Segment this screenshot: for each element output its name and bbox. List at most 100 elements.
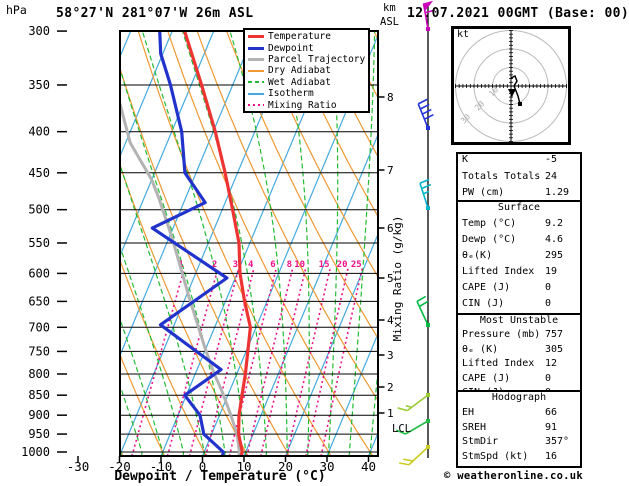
pressure-tick-label: 300 bbox=[28, 24, 50, 38]
temperature-line bbox=[183, 31, 252, 456]
wind-barb bbox=[417, 98, 434, 130]
index-row: K -5 bbox=[458, 154, 580, 171]
legend-item-label: Parcel Trajectory bbox=[268, 53, 366, 65]
index-row: CAPE (J) 0 bbox=[458, 373, 580, 387]
hodograph-box bbox=[451, 26, 571, 145]
legend-item-label: Isotherm bbox=[268, 88, 314, 100]
hodograph-unit-label: kt bbox=[457, 29, 470, 40]
pressure-tick-label: 750 bbox=[28, 344, 50, 358]
index-row: Temp (°C) 9.2 bbox=[458, 218, 580, 234]
index-label: CIN (J) bbox=[462, 298, 505, 309]
temp-tick-label: 10 bbox=[236, 459, 251, 474]
legend-item-label: Mixing Ratio bbox=[268, 99, 337, 111]
temp-tick-label: -10 bbox=[150, 459, 173, 474]
pressure-tick-label: 650 bbox=[28, 294, 50, 308]
mixing-ratio-axis-label: Mixing Ratio (g/kg) bbox=[391, 215, 404, 342]
pressure-tick-label: 450 bbox=[28, 166, 50, 180]
temp-tick-label: 0 bbox=[199, 459, 207, 474]
mixing-ratio-value-label: 3 bbox=[233, 260, 238, 270]
pressure-tick-label: 700 bbox=[28, 320, 50, 334]
index-label: Lifted Index bbox=[462, 358, 535, 370]
profiles bbox=[120, 31, 252, 456]
km-tick-label: 3 bbox=[387, 349, 394, 362]
mixing-ratio-value-label: 2 bbox=[212, 260, 217, 270]
index-label: StmSpd (kt) bbox=[462, 451, 529, 463]
index-value: 295 bbox=[545, 250, 564, 261]
legend-line-sample bbox=[248, 57, 264, 61]
temp-tick-label: 40 bbox=[361, 459, 376, 474]
index-label: θₑ (K) bbox=[462, 343, 499, 355]
legend-item-label: Temperature bbox=[268, 31, 331, 43]
wind-barb bbox=[397, 393, 430, 412]
index-row: θₑ (K) 305 bbox=[458, 344, 580, 358]
pressure-tick-label: 1000 bbox=[21, 445, 50, 459]
index-value: 19 bbox=[545, 266, 558, 277]
mixing-ratio-value-label: 15 bbox=[319, 260, 330, 270]
index-value: 9.2 bbox=[545, 218, 564, 229]
temp-tick-label: -30 bbox=[67, 459, 90, 474]
mixing-ratio-value-label: 4 bbox=[248, 260, 254, 270]
legend-item: Mixing Ratio bbox=[248, 99, 368, 111]
storm-motion-arrow bbox=[508, 89, 516, 97]
index-row: StmSpd (kt) 16 bbox=[458, 451, 580, 466]
legend-item: Temperature bbox=[248, 31, 368, 42]
dewpoint-line bbox=[150, 31, 229, 456]
km-tick-label: 2 bbox=[387, 381, 394, 394]
pressure-tick-label: 800 bbox=[28, 367, 50, 381]
mixing-ratio-value-label: 20 bbox=[337, 260, 348, 270]
mixing-ratio-value-label: 6 bbox=[270, 260, 275, 270]
wind-barb bbox=[416, 295, 430, 327]
legend-item: Dry Adiabat bbox=[248, 65, 368, 76]
legend-item-label: Dewpoint bbox=[268, 42, 314, 54]
legend-line-sample bbox=[248, 81, 264, 84]
index-label: Lifted Index bbox=[462, 266, 535, 277]
km-tick-label: 8 bbox=[387, 91, 394, 104]
index-label: K bbox=[462, 154, 469, 165]
index-label: SREH bbox=[462, 421, 487, 433]
index-row: Lifted Index 19 bbox=[458, 266, 580, 282]
index-label: Temp (°C) bbox=[462, 218, 517, 229]
station-title: 58°27'N 281°07'W 26m ASL bbox=[56, 6, 254, 21]
legend-line-sample bbox=[248, 46, 264, 50]
index-row: StmDir 357° bbox=[458, 436, 580, 451]
pressure-tick-label: 400 bbox=[28, 125, 50, 139]
legend-item: Parcel Trajectory bbox=[248, 54, 368, 65]
index-row: θₑ(K) 295 bbox=[458, 250, 580, 266]
indices-section: Hodograph EH 66 SREH 91 StmDir 357° StmSpd (kt)… bbox=[456, 390, 582, 468]
index-value: 16 bbox=[545, 451, 558, 463]
pressure-tick-label: 500 bbox=[28, 203, 50, 217]
index-row: Dewp (°C) 4.6 bbox=[458, 234, 580, 250]
index-label: Totals Totals bbox=[462, 170, 541, 182]
index-label: CAPE (J) bbox=[462, 282, 511, 293]
index-row: Pressure (mb) 757 bbox=[458, 329, 580, 343]
index-value: 91 bbox=[545, 421, 558, 433]
section-header: Most Unstable bbox=[479, 315, 559, 326]
wind-barb bbox=[422, 0, 436, 31]
indices-section: Most Unstable Pressure (mb) 757 θₑ (K) 305 Li… bbox=[456, 313, 582, 398]
index-value: 66 bbox=[545, 406, 558, 418]
pressure-axis-unit: hPa bbox=[6, 3, 27, 17]
section-header: Hodograph bbox=[491, 392, 547, 403]
x-axis-caption: Dewpoint / Temperature (°C) bbox=[114, 469, 326, 484]
pressure-tick-label: 950 bbox=[28, 427, 50, 441]
pressure-tick-label: 600 bbox=[28, 266, 50, 280]
index-value: 757 bbox=[545, 329, 564, 341]
index-value: 0 bbox=[545, 282, 552, 293]
temp-tick-label: 30 bbox=[319, 459, 334, 474]
legend-item-label: Wet Adiabat bbox=[268, 76, 331, 88]
pressure-tick-label: 350 bbox=[28, 78, 50, 92]
index-value: 4.6 bbox=[545, 234, 564, 245]
mixing-ratio-value-label: 8 bbox=[287, 260, 292, 270]
plot-grid bbox=[120, 31, 378, 456]
km-tick-label: 7 bbox=[387, 164, 394, 177]
index-value: 1.29 bbox=[545, 187, 570, 199]
lcl-label: LCL bbox=[392, 423, 411, 435]
temp-tick-label: 20 bbox=[278, 459, 293, 474]
index-value: -5 bbox=[545, 154, 558, 165]
temp-tick-label: -20 bbox=[108, 459, 131, 474]
mixing-ratio-value-label: 25 bbox=[351, 260, 362, 270]
index-label: θₑ(K) bbox=[462, 250, 493, 261]
